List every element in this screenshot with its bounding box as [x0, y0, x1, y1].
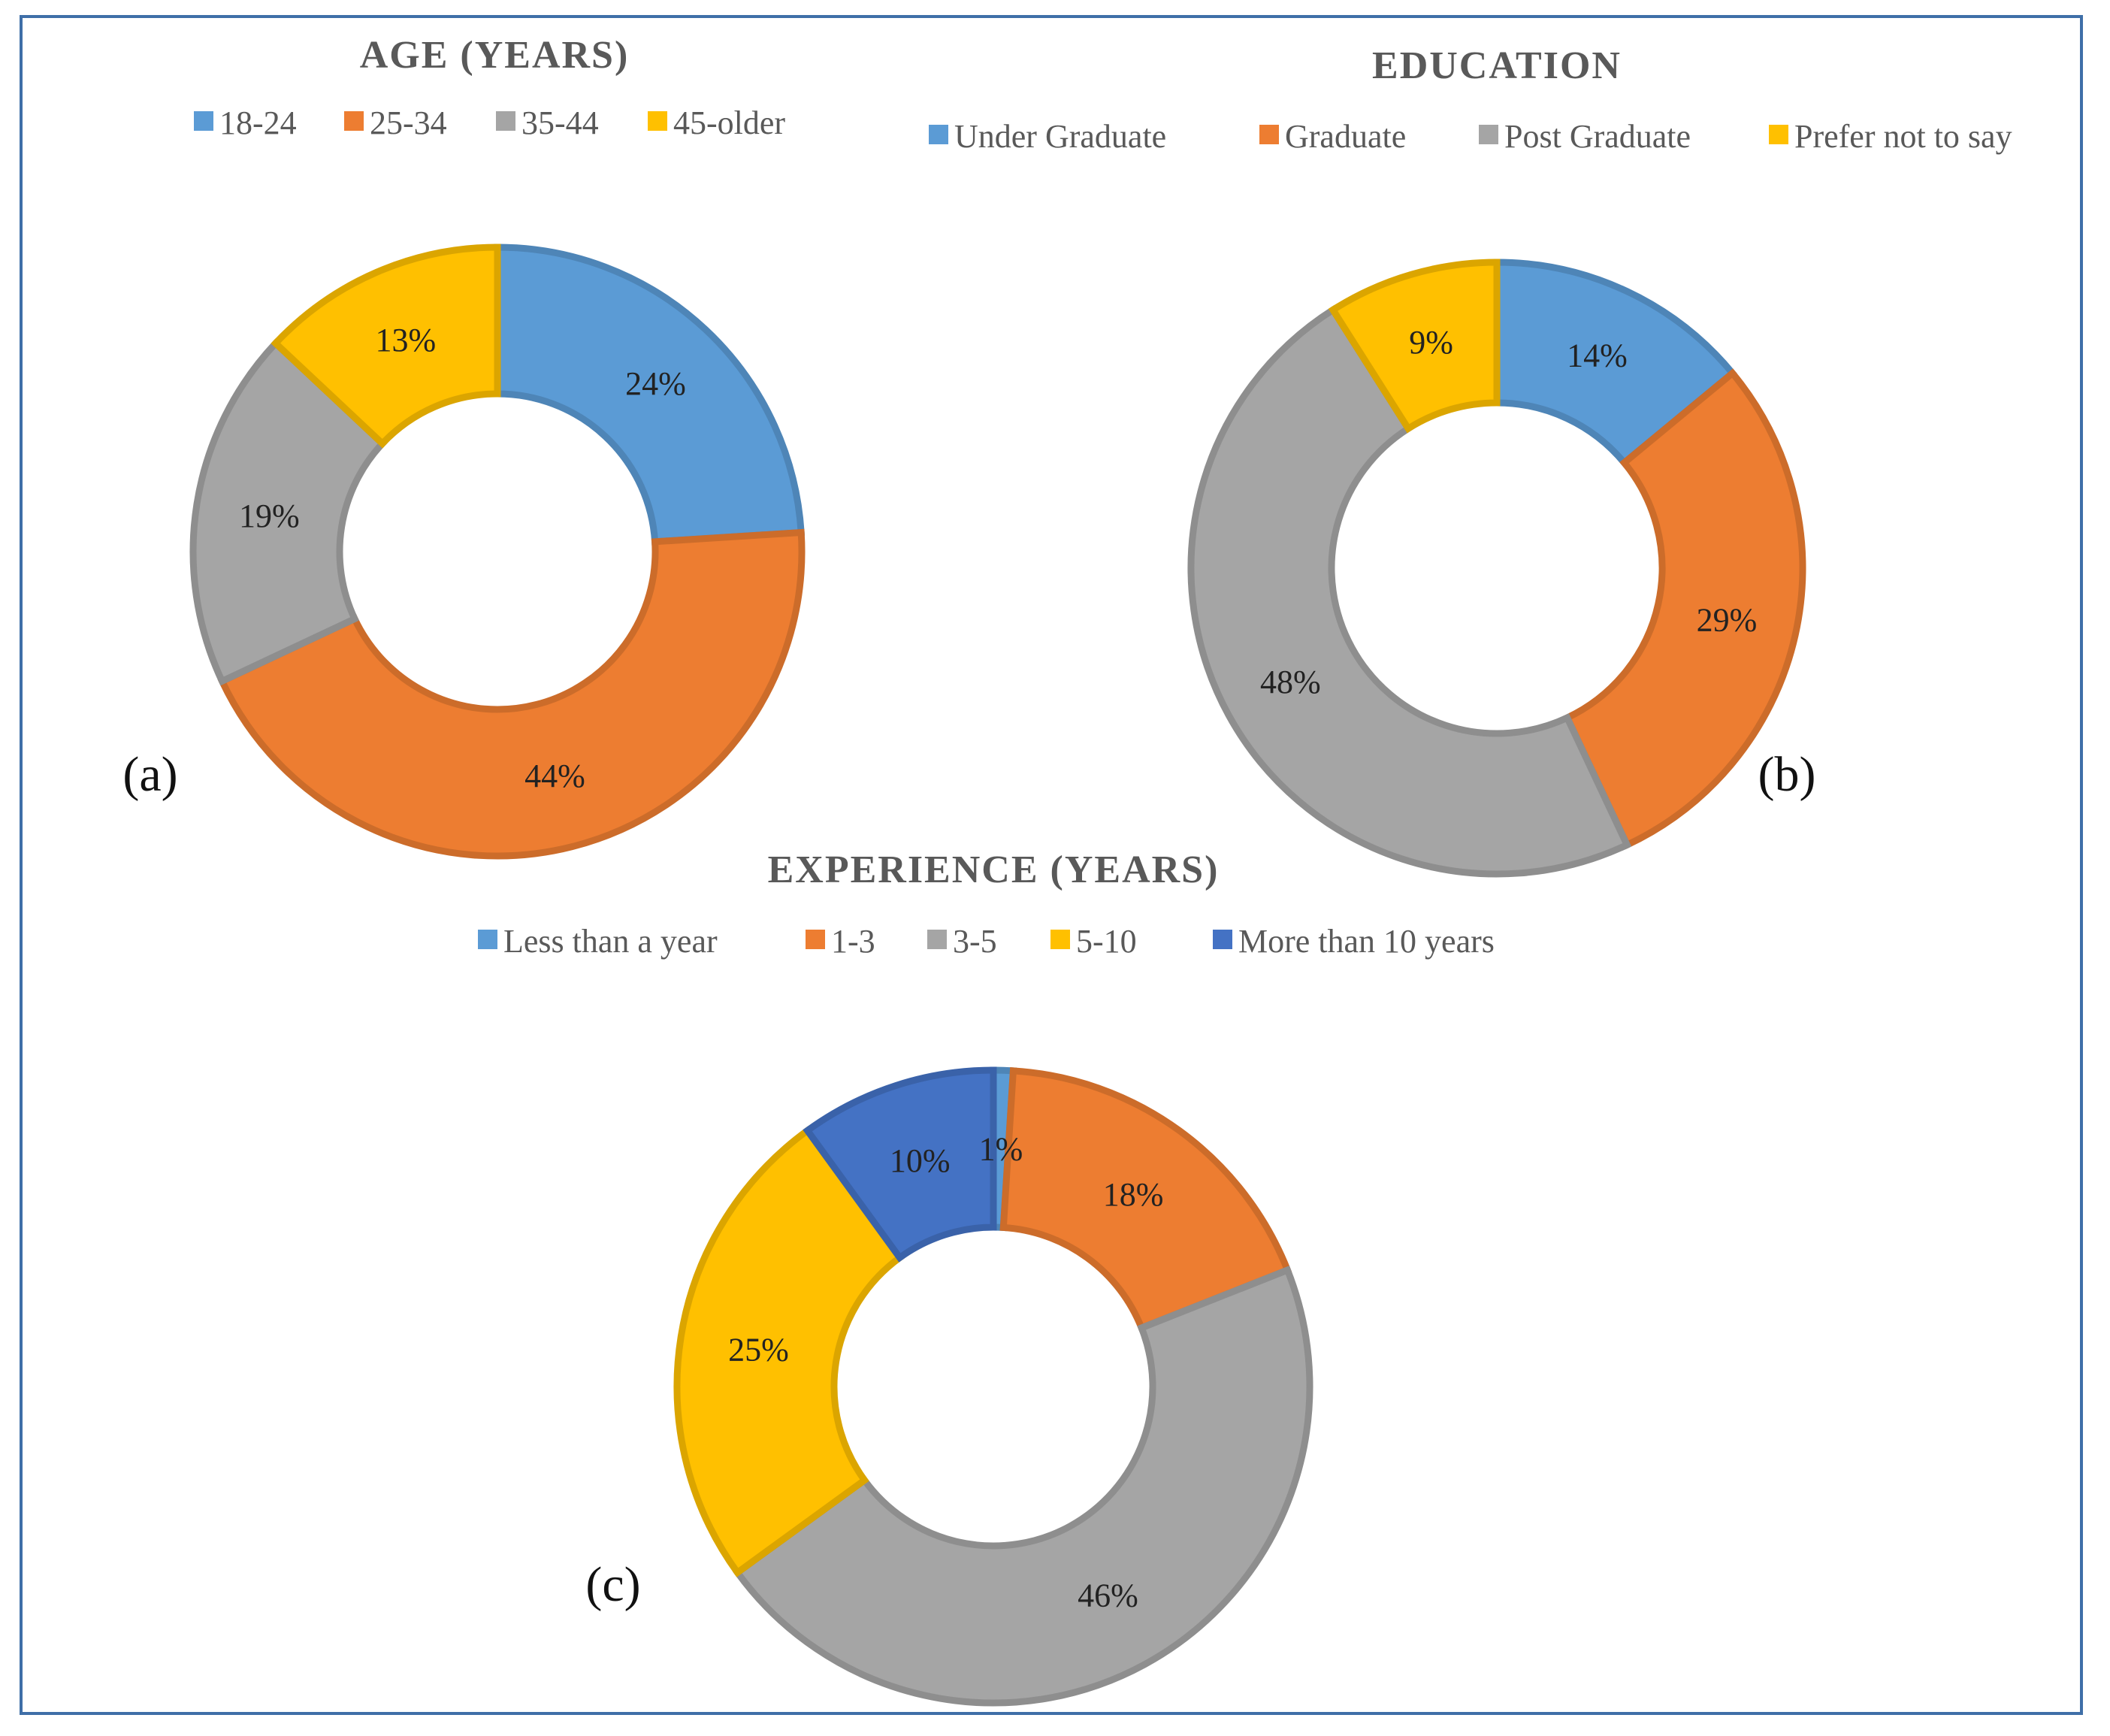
slice-more-than-10-years [803, 1066, 997, 1263]
legend-swatch [194, 111, 213, 131]
data-label: 18% [1103, 1176, 1164, 1213]
legend-swatch [1213, 930, 1232, 949]
data-label: 9% [1409, 324, 1453, 361]
data-label: 48% [1260, 664, 1321, 700]
legend: 18-24 25-34 35-44 45-older [194, 104, 785, 141]
figure-frame [20, 15, 2083, 1715]
legend-swatch [478, 930, 497, 949]
slice-25-34 [217, 528, 806, 860]
slice-1-3 [999, 1067, 1292, 1332]
donut-chart-1: AGE (YEARS) 18-24 25-34 35-44 45-older 24% 44%… [122, 34, 806, 860]
legend-swatch [1479, 125, 1498, 144]
data-label: 14% [1567, 337, 1628, 374]
data-label: 13% [376, 322, 437, 358]
legend-swatch [929, 125, 948, 144]
legend-swatch [496, 111, 515, 131]
legend: Less than a year 1-3 3-5 5-10 More than 10 y… [478, 923, 1495, 960]
slice-35-44 [189, 338, 388, 686]
legend: Under Graduate Graduate Post Graduate Prefe… [929, 118, 2012, 155]
chart-title: EDUCATION [1372, 44, 1622, 87]
legend-label: 35-44 [521, 104, 599, 141]
legend-label: More than 10 years [1238, 923, 1495, 960]
legend-label: Under Graduate [954, 118, 1166, 155]
legend-label: 1-3 [831, 923, 875, 960]
legend-label: Less than a year [503, 923, 718, 960]
legend-swatch [1259, 125, 1279, 144]
slice-prefer-not-to-say [1328, 259, 1501, 434]
legend-swatch [806, 930, 825, 949]
slice-under-graduate [1493, 259, 1737, 468]
donut-chart-3: EXPERIENCE (YEARS) Less than a year 1-3 3-5… [478, 848, 1495, 1707]
legend-label: Graduate [1285, 118, 1406, 155]
data-label: 46% [1078, 1577, 1138, 1614]
legend-label: 18-24 [219, 104, 297, 141]
chart-title: AGE (YEARS) [360, 34, 630, 77]
legend-label: Post Graduate [1504, 118, 1691, 155]
panel-label: (a) [122, 747, 177, 802]
data-label: 25% [728, 1331, 789, 1368]
data-label: 1% [979, 1131, 1023, 1168]
panel-label: (b) [1758, 747, 1816, 802]
data-label: 19% [239, 498, 300, 534]
slice-post-graduate [1187, 305, 1632, 878]
slice-5-10 [673, 1126, 905, 1577]
data-label: 10% [890, 1142, 951, 1179]
legend-swatch [1050, 930, 1070, 949]
legend-swatch [648, 111, 667, 131]
legend-label: 45-older [673, 104, 785, 141]
donut-chart-2: EDUCATION Under Graduate Graduate Post Grad… [929, 44, 2012, 878]
legend-label: 5-10 [1076, 923, 1137, 960]
legend-label: 25-34 [370, 104, 447, 141]
data-label: 24% [625, 365, 686, 402]
data-label: 29% [1697, 601, 1758, 638]
legend-label: Prefer not to say [1794, 118, 2012, 155]
slice-graduate [1562, 368, 1806, 850]
panel-label: (c) [585, 1557, 640, 1612]
slice-3-5 [733, 1266, 1313, 1707]
legend-label: 3-5 [953, 923, 997, 960]
chart-title: EXPERIENCE (YEARS) [768, 848, 1220, 891]
legend-swatch [927, 930, 947, 949]
legend-swatch [344, 111, 364, 131]
slice-18-24 [494, 243, 805, 546]
slice-45-older [271, 243, 501, 449]
data-label: 44% [524, 758, 585, 794]
legend-swatch [1769, 125, 1788, 144]
